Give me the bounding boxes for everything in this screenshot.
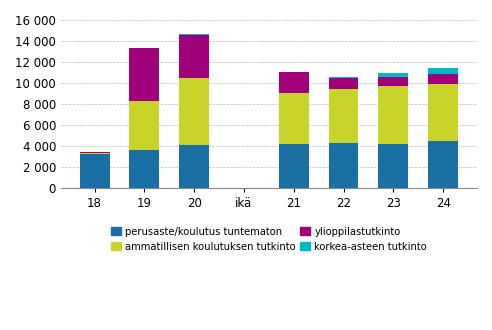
Bar (378, 73, 408, 77)
Bar (279, 93, 308, 144)
Bar (179, 145, 209, 188)
Bar (428, 84, 458, 141)
Bar (80, 154, 110, 188)
Bar (129, 101, 159, 150)
Bar (378, 77, 408, 86)
Bar (329, 77, 359, 78)
Bar (428, 68, 458, 74)
Bar (129, 150, 159, 188)
Bar (428, 141, 458, 188)
Bar (179, 34, 209, 35)
Bar (279, 73, 308, 93)
Bar (329, 78, 359, 89)
Bar (428, 74, 458, 84)
Bar (329, 143, 359, 188)
Bar (80, 152, 110, 153)
Bar (329, 89, 359, 143)
Legend: perusaste/koulutus tuntematon, ammatillisen koulutuksen tutkinto, ylioppilastutk: perusaste/koulutus tuntematon, ammatilli… (111, 227, 427, 251)
Bar (179, 35, 209, 78)
Bar (129, 49, 159, 101)
Bar (179, 78, 209, 145)
Bar (378, 144, 408, 188)
Bar (80, 153, 110, 154)
Bar (279, 144, 308, 188)
Bar (378, 86, 408, 144)
